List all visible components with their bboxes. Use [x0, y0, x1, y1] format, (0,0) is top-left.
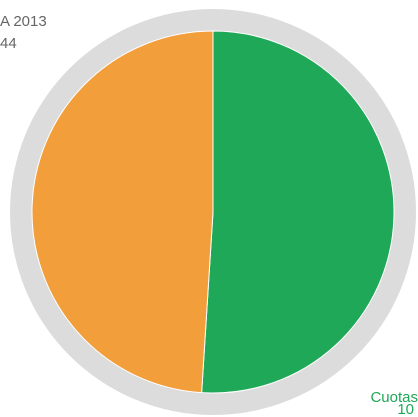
slice-label: Cuotas [370, 389, 418, 406]
slice-label: 44 [0, 35, 17, 52]
slices [31, 30, 395, 394]
pie-slice [201, 30, 395, 394]
slice-label: A 2013 [0, 13, 47, 30]
slice-label: 10 [397, 401, 414, 417]
pie-slice [31, 30, 214, 394]
